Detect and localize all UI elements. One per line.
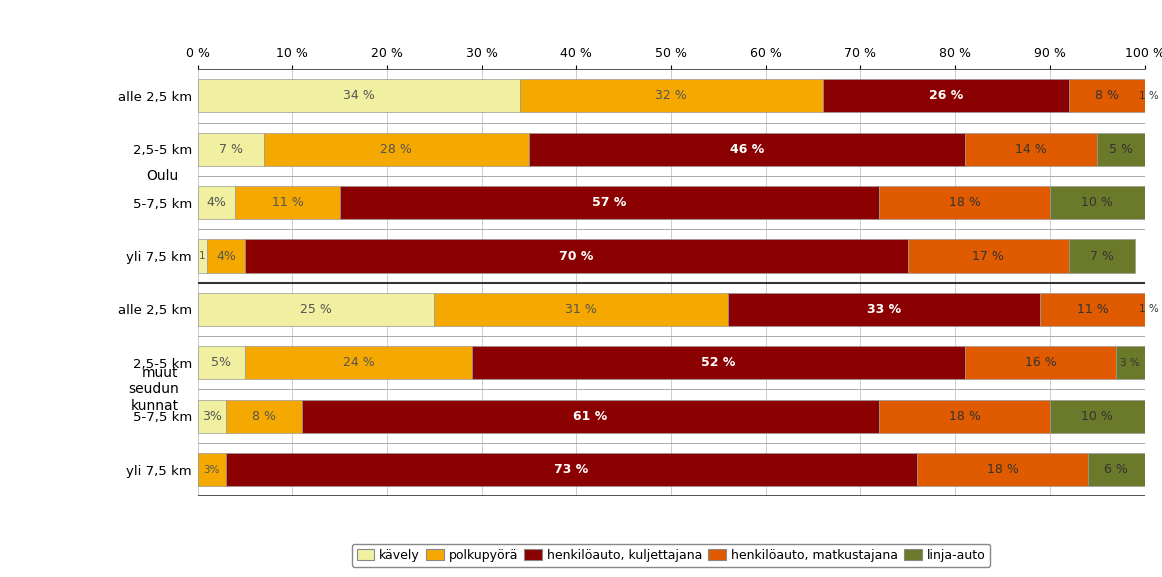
Text: 16 %: 16 % — [1025, 356, 1056, 369]
Bar — [1145, 293, 1154, 326]
Bar — [198, 80, 519, 113]
Bar — [264, 133, 529, 166]
Bar — [727, 293, 1040, 326]
Text: 26 %: 26 % — [928, 89, 963, 103]
Bar — [1097, 133, 1145, 166]
Text: 34 %: 34 % — [343, 89, 374, 103]
Bar — [198, 239, 207, 272]
Text: 4%: 4% — [216, 249, 236, 263]
Text: Oulu: Oulu — [146, 169, 179, 183]
Text: 5 %: 5 % — [1109, 143, 1133, 156]
Text: 3%: 3% — [203, 464, 220, 474]
Text: 3 %: 3 % — [1120, 358, 1140, 368]
Text: 1: 1 — [199, 251, 206, 261]
Text: 33 %: 33 % — [867, 303, 902, 316]
Bar — [245, 346, 472, 379]
Bar — [908, 239, 1069, 272]
Bar — [225, 453, 917, 486]
Text: 5%: 5% — [211, 356, 231, 369]
Bar — [198, 453, 225, 486]
Bar — [1088, 453, 1145, 486]
Bar — [207, 239, 245, 272]
Text: 46 %: 46 % — [730, 143, 763, 156]
Text: 18 %: 18 % — [987, 463, 1018, 476]
Text: 1 %: 1 % — [1140, 305, 1160, 314]
Bar — [1050, 400, 1145, 433]
Text: 32 %: 32 % — [655, 89, 687, 103]
Bar — [198, 346, 245, 379]
Text: 61 %: 61 % — [573, 410, 608, 423]
Bar — [529, 133, 964, 166]
Text: muut
seudun
kunnat: muut seudun kunnat — [128, 366, 179, 413]
Text: 8 %: 8 % — [1095, 89, 1119, 103]
Bar — [198, 400, 225, 433]
Bar — [198, 133, 264, 166]
Text: 31 %: 31 % — [565, 303, 597, 316]
Bar — [1145, 80, 1154, 113]
Legend: kävely, polkupyörä, henkilöauto, kuljettajana, henkilöauto, matkustajana, linja-: kävely, polkupyörä, henkilöauto, kuljett… — [352, 544, 990, 567]
Bar — [823, 80, 1069, 113]
Bar — [198, 293, 435, 326]
Bar — [236, 186, 339, 219]
Text: 10 %: 10 % — [1082, 410, 1113, 423]
Bar — [245, 239, 908, 272]
Bar — [880, 400, 1050, 433]
Text: 17 %: 17 % — [973, 249, 1004, 263]
Text: 24 %: 24 % — [343, 356, 374, 369]
Text: 7 %: 7 % — [218, 143, 243, 156]
Bar — [472, 346, 964, 379]
Text: 8 %: 8 % — [252, 410, 275, 423]
Bar — [1117, 346, 1145, 379]
Bar — [1050, 186, 1145, 219]
Text: 52 %: 52 % — [701, 356, 736, 369]
Bar — [880, 186, 1050, 219]
Text: 18 %: 18 % — [948, 410, 981, 423]
Bar — [964, 133, 1097, 166]
Text: 4%: 4% — [207, 196, 227, 209]
Text: 1 %: 1 % — [1140, 91, 1160, 101]
Text: 73 %: 73 % — [554, 463, 589, 476]
Text: 10 %: 10 % — [1082, 196, 1113, 209]
Text: 11 %: 11 % — [1077, 303, 1109, 316]
Bar — [198, 186, 236, 219]
Bar — [519, 80, 823, 113]
Bar — [1069, 239, 1135, 272]
Bar — [917, 453, 1088, 486]
Bar — [225, 400, 302, 433]
Text: 57 %: 57 % — [593, 196, 626, 209]
Text: 14 %: 14 % — [1016, 143, 1047, 156]
Text: 6 %: 6 % — [1104, 463, 1128, 476]
Text: 11 %: 11 % — [272, 196, 303, 209]
Text: 7 %: 7 % — [1090, 249, 1114, 263]
Text: 3%: 3% — [202, 410, 222, 423]
Text: 70 %: 70 % — [559, 249, 594, 263]
Bar — [1069, 80, 1145, 113]
Bar — [435, 293, 727, 326]
Bar — [1040, 293, 1145, 326]
Text: 25 %: 25 % — [300, 303, 332, 316]
Bar — [964, 346, 1117, 379]
Bar — [339, 186, 880, 219]
Bar — [302, 400, 880, 433]
Text: 18 %: 18 % — [948, 196, 981, 209]
Text: 28 %: 28 % — [380, 143, 413, 156]
